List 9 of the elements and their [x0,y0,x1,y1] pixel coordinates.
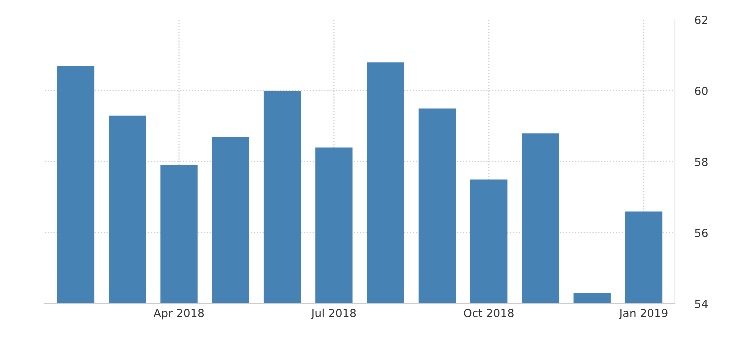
y-tick-label: 58 [695,158,708,166]
x-tick-label: Oct 2018 [464,309,514,318]
y-tick-label: 54 [695,300,708,308]
x-tick-label: Apr 2018 [154,309,204,320]
x-tick-label: Jul 2018 [311,308,356,320]
y-tick-label: 56 [695,228,708,238]
y-tick-label: 62 [695,16,708,24]
x-tick-label: Jan 2019 [618,309,668,320]
y-tick-label: 60 [695,86,708,96]
